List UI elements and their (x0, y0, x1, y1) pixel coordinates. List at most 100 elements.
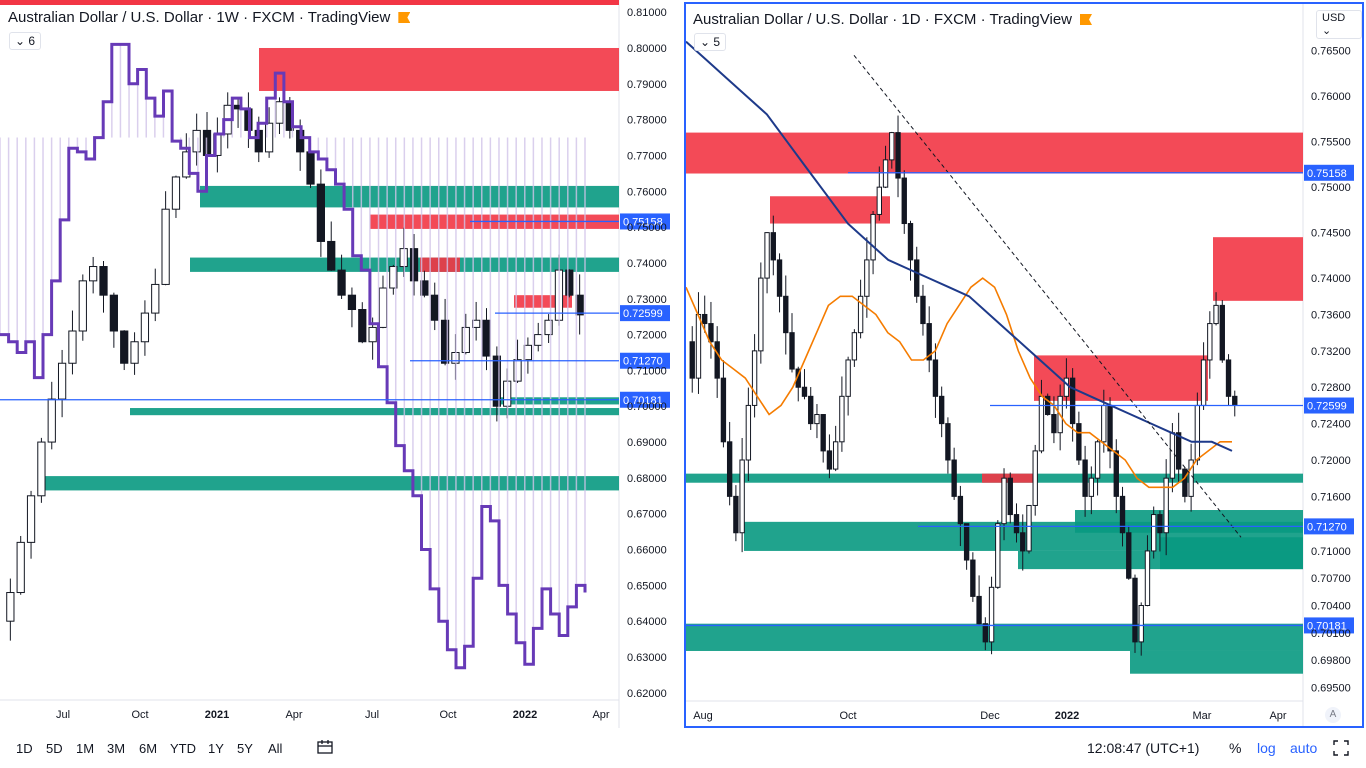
candle-down (938, 395, 945, 425)
fullscreen-icon[interactable] (1333, 740, 1349, 759)
x-tick-label: Jul (365, 709, 379, 721)
candle-down (1219, 304, 1225, 361)
candle-up (745, 404, 752, 461)
candle-up (1101, 404, 1107, 443)
timeframe-all-button[interactable]: All (268, 741, 283, 756)
candle-up (513, 359, 522, 382)
chevron-down-icon: ⌄ (700, 35, 711, 49)
candle-down (1113, 450, 1119, 497)
candle-down (109, 294, 118, 332)
candle-up (534, 334, 543, 346)
y-tick-label: 0.69000 (627, 437, 667, 449)
timeframe-ytd-button[interactable]: YTD (170, 741, 196, 756)
candle-down (316, 183, 326, 242)
y-tick-label: 0.76000 (627, 186, 667, 198)
candle-up (1151, 514, 1157, 552)
price-label-bg (1304, 518, 1354, 535)
weekly-chart-canvas[interactable]: 0.75158 0.72599 0.71270 0.70181 0.81000 0.800… (0, 0, 682, 728)
candle-down (1126, 532, 1132, 579)
candle-down (789, 332, 795, 370)
candle-up (1001, 477, 1007, 525)
candle-down (932, 359, 939, 397)
auto-toggle[interactable]: auto (1290, 740, 1318, 756)
auto-scale-label: A (1329, 709, 1337, 720)
candle-down (1157, 514, 1163, 534)
x-tick-label: Aug (693, 710, 713, 722)
weekly-indicator-count: 6 (28, 34, 36, 48)
candle-down (482, 319, 491, 357)
auto-scale-button[interactable]: A (1325, 707, 1341, 723)
currency-select[interactable]: USD ⌄ (1316, 10, 1362, 39)
candle-up (876, 186, 882, 215)
y-tick-label: 0.65000 (627, 580, 667, 592)
candle-up (839, 395, 845, 443)
x-tick-label: 2021 (205, 709, 229, 721)
candle-up (68, 330, 77, 364)
daily-chart-pane[interactable]: 0.75158 0.72599 0.71270 0.70181 0.76500 0.760… (684, 2, 1364, 728)
candle-down (347, 294, 357, 311)
percent-toggle[interactable]: % (1229, 740, 1242, 756)
candle-up (1200, 359, 1207, 406)
y-tick-label: 0.77000 (627, 150, 667, 162)
y-tick-label: 0.73200 (1311, 346, 1351, 358)
demand-zone (686, 623, 1303, 651)
timeframe-5d-button[interactable]: 5D (46, 741, 63, 756)
y-tick-label: 0.74000 (627, 258, 667, 270)
daily-indicator-count: 5 (713, 35, 721, 49)
flag-icon (398, 12, 411, 23)
daily-chart-canvas[interactable]: 0.75158 0.72599 0.71270 0.70181 0.76500 0.760… (686, 4, 1362, 726)
candle-down (337, 269, 346, 296)
candle-down (440, 319, 450, 364)
candle-down (1020, 532, 1026, 552)
x-tick-label: Dec (980, 710, 1000, 722)
candle-down (726, 441, 733, 497)
date-range-icon[interactable] (317, 740, 333, 754)
supply-zone (259, 47, 619, 91)
price-label: 0.71270 (623, 356, 663, 368)
y-tick-label: 0.69500 (1311, 682, 1351, 694)
candle-down (951, 459, 957, 497)
candle-down (808, 395, 814, 425)
timeframe-1d-button[interactable]: 1D (16, 741, 33, 756)
candle-down (963, 523, 970, 561)
timeframe-1y-button[interactable]: 1Y (208, 741, 224, 756)
candle-up (389, 266, 398, 289)
candle-up (1138, 605, 1144, 643)
price-label: 0.70181 (1307, 620, 1347, 632)
y-tick-label: 0.76000 (1311, 91, 1351, 103)
candle-down (702, 313, 708, 325)
demand-zone (495, 397, 619, 405)
timeframe-1m-button[interactable]: 1M (76, 741, 95, 756)
trend-line (853, 54, 1242, 538)
timeframe-5y-button[interactable]: 5Y (237, 741, 253, 756)
candle-down (99, 266, 108, 296)
price-label-bg (620, 352, 670, 369)
indicator-line (0, 42, 587, 670)
candle-up (1194, 404, 1201, 461)
y-tick-label: 0.72800 (1311, 382, 1351, 394)
daily-collapse-toggle[interactable]: ⌄ 5 (694, 33, 727, 51)
clock-display[interactable]: 12:08:47 (UTC+1) (1087, 740, 1200, 756)
y-tick-label: 0.73600 (1311, 309, 1351, 321)
candle-down (733, 495, 739, 534)
candle-down (920, 295, 926, 325)
candle-up (864, 259, 870, 297)
timeframe-3m-button[interactable]: 3M (107, 741, 126, 756)
candle-up (1169, 432, 1176, 479)
candle-down (1107, 404, 1113, 452)
weekly-collapse-toggle[interactable]: ⌄ 6 (9, 32, 42, 50)
y-tick-label: 0.75000 (627, 222, 667, 234)
log-toggle[interactable]: log (1257, 740, 1276, 756)
candle-up (192, 129, 201, 153)
candle-down (901, 177, 907, 225)
y-tick-label: 0.70700 (1311, 573, 1351, 585)
candle-down (820, 414, 826, 452)
y-tick-label: 0.73000 (627, 294, 667, 306)
weekly-chart-pane[interactable]: 0.75158 0.72599 0.71270 0.70181 0.81000 0.800… (0, 0, 682, 728)
candle-up (695, 313, 702, 379)
candle-down (720, 377, 727, 443)
candle-down (1007, 477, 1013, 516)
chevron-down-icon: ⌄ (15, 34, 26, 48)
price-label: 0.75158 (623, 216, 663, 228)
timeframe-6m-button[interactable]: 6M (139, 741, 158, 756)
